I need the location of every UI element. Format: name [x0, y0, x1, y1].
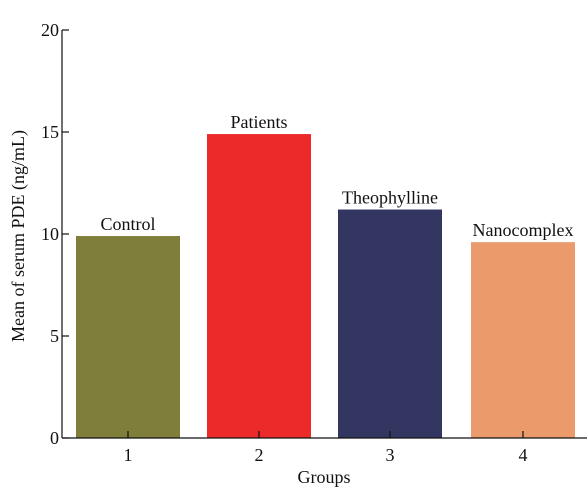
- bars-group: [76, 134, 575, 439]
- x-axis: 1 2 3 4: [62, 431, 587, 465]
- y-tick-label-10: 10: [41, 224, 59, 244]
- bar-label-4: Nanocomplex: [473, 220, 574, 240]
- bar-2: [207, 134, 311, 439]
- bar-1: [76, 236, 180, 438]
- x-axis-title: Groups: [298, 467, 351, 487]
- bar-labels-group: Control Patients Theophylline Nanocomplex: [100, 112, 573, 240]
- bar-label-2: Patients: [231, 112, 288, 132]
- bar-label-1: Control: [100, 214, 155, 234]
- y-axis-title: Mean of serum PDE (ng/mL): [8, 130, 29, 342]
- bar-4: [471, 242, 575, 438]
- y-axis: 0 5 10 15 20: [41, 20, 69, 448]
- x-tick-label-1: 1: [124, 445, 133, 465]
- x-tick-label-3: 3: [386, 445, 395, 465]
- y-tick-label-20: 20: [41, 20, 59, 40]
- bar-3: [338, 209, 442, 438]
- bar-label-3: Theophylline: [342, 188, 438, 208]
- y-tick-label-0: 0: [50, 428, 59, 448]
- y-tick-label-5: 5: [50, 326, 59, 346]
- x-tick-label-4: 4: [519, 445, 528, 465]
- x-tick-label-2: 2: [255, 445, 264, 465]
- y-tick-label-15: 15: [41, 122, 59, 142]
